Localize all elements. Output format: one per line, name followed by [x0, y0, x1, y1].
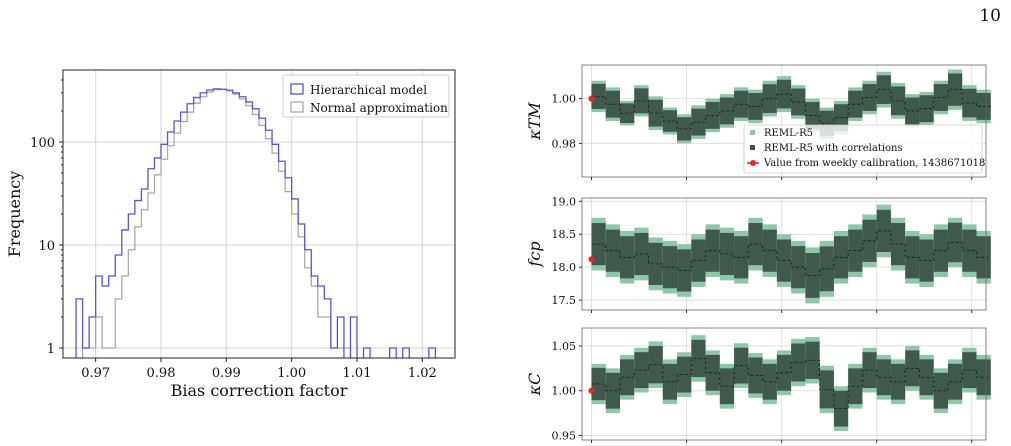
band-reml-r5-correlations [890, 363, 906, 400]
legend-swatch [750, 145, 755, 150]
y-tick-label: 18.0 [552, 261, 577, 274]
band-reml-r5-correlations [634, 88, 649, 114]
band-reml-r5-correlations [947, 222, 963, 263]
legend-label: Normal approximation [310, 101, 448, 115]
x-tick-label: 0.97 [81, 366, 110, 381]
plot-frame [581, 64, 987, 178]
weekly-calibration-point [588, 95, 595, 102]
legend-label: Value from weekly calibration, 143867101… [763, 158, 985, 169]
band-reml-r5-correlations [705, 354, 720, 391]
plot-frame [581, 197, 987, 311]
y-tick-label: 1.00 [552, 93, 577, 106]
calibration-panels-chart: 0.98 1.00 κTM REML-R5 REML-R5 with correlati… [525, 64, 991, 446]
band-reml-r5-correlations [734, 236, 749, 279]
band-reml-r5-correlations [620, 236, 635, 279]
y-tick-label: 100 [30, 136, 55, 151]
page-number: 10 [979, 6, 1001, 26]
legend-label: REML-R5 with correlations [764, 143, 903, 154]
y-tick-label: 17.5 [552, 294, 577, 307]
band-reml-r5-correlations [662, 363, 678, 400]
band-reml-r5-correlations [848, 368, 863, 405]
legend-label: Hierarchical model [310, 83, 427, 97]
mean-line [591, 230, 991, 276]
plot-frame [581, 327, 987, 441]
mean-line [591, 358, 991, 410]
x-tick-label: 0.98 [147, 366, 176, 381]
band-reml-r5-correlations [848, 90, 863, 118]
band-reml-r5-correlations [776, 354, 792, 391]
y-tick-label: 18.5 [552, 228, 577, 241]
x-tick-label: 1.00 [277, 366, 306, 381]
band-reml-r5-correlations [705, 229, 720, 272]
band-reml-r5-correlations [677, 117, 692, 141]
mean-line [591, 89, 991, 130]
y-tick-label: 0.95 [552, 430, 577, 443]
x-axis-label: Bias correction factor [171, 381, 348, 400]
y-axis-label: κTM [525, 102, 544, 141]
band-reml-r5-correlations [605, 90, 621, 118]
y-tick-label: 1.05 [552, 340, 577, 353]
band-reml-r5-correlations [805, 101, 820, 129]
band-reml-r5-correlations [677, 356, 692, 393]
y-tick-label: 1.00 [552, 385, 577, 398]
weekly-calibration-point [588, 256, 595, 263]
band-reml-r5-correlations [819, 370, 834, 409]
x-tick-label: 0.99 [212, 366, 241, 381]
x-tick-label: 1.01 [343, 366, 372, 381]
band-reml-r5-correlations [691, 239, 706, 282]
band-reml-r5-correlations [776, 79, 792, 109]
band-reml-r5-correlations [805, 253, 820, 298]
band-reml-r5-correlations [933, 84, 948, 111]
legend-box [743, 124, 983, 174]
band-reml-r5-correlations [691, 339, 706, 378]
legend-label: REML-R5 [764, 128, 813, 139]
legend-swatch [290, 101, 304, 113]
panel-2: 17.5 18.0 18.5 19.0 fcp [525, 195, 991, 313]
y-axis-label: fcp [525, 241, 544, 267]
legend-marker [750, 160, 756, 166]
y-tick-label: 1 [47, 342, 55, 357]
band-reml-r5-correlations [605, 372, 621, 409]
band-reml-r5-correlations [662, 246, 678, 289]
y-axis-label: Frequency [5, 171, 24, 258]
y-axis-label: κC [525, 373, 544, 397]
y-tick-label: 0.98 [552, 137, 577, 150]
y-tick-label: 19.0 [552, 195, 577, 208]
series-normal-approximation [81, 88, 352, 358]
weekly-calibration-point [588, 387, 595, 394]
series-hierarchical-model [75, 88, 437, 358]
band-reml-r5-correlations [791, 343, 806, 382]
band-reml-r5-correlations [862, 352, 877, 389]
panel-3: 0.951.001.05κC01000200030004000 [525, 327, 991, 446]
band-reml-r5-correlations [976, 359, 991, 396]
legend-swatch [750, 130, 755, 135]
y-tick-label: 10 [38, 239, 55, 254]
panel-1: 0.98 1.00 κTM REML-R5 REML-R5 with correlati… [525, 64, 991, 180]
histogram-chart: 0.97 0.98 0.99 1.00 1.01 1.02 1 10 100 Bias corre… [5, 69, 456, 400]
band-reml-r5-correlations [862, 84, 877, 111]
x-tick-label: 1.02 [408, 366, 437, 381]
legend-box [282, 74, 450, 118]
legend-swatch [290, 83, 304, 95]
